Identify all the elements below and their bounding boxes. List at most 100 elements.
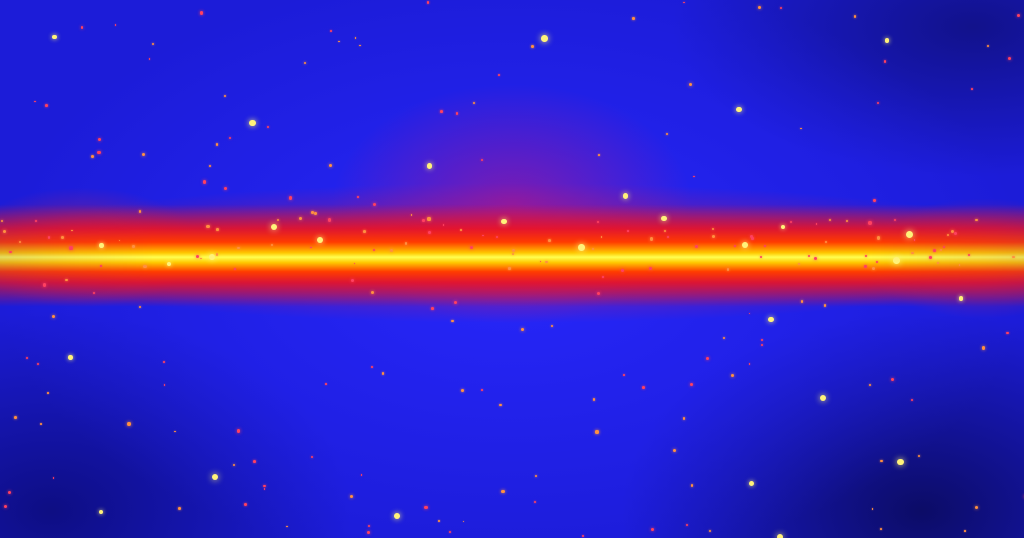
point-source: [460, 229, 463, 231]
point-source: [871, 508, 874, 510]
point-source: [199, 11, 204, 15]
point-source: [211, 473, 219, 481]
point-source: [298, 216, 302, 220]
point-source: [426, 163, 433, 169]
point-source: [730, 374, 734, 378]
point-source: [495, 235, 498, 238]
point-source: [845, 219, 848, 222]
point-source: [890, 377, 894, 381]
point-source: [910, 398, 913, 401]
point-source: [712, 234, 716, 238]
point-source: [829, 218, 832, 221]
point-source: [768, 316, 774, 323]
point-source: [338, 40, 340, 43]
point-source: [511, 252, 515, 256]
point-source: [686, 523, 689, 526]
point-source: [695, 244, 699, 248]
point-source: [876, 101, 880, 105]
point-source: [215, 253, 219, 256]
point-source: [138, 305, 141, 309]
point-source: [42, 283, 46, 287]
point-source: [462, 520, 465, 523]
point-source: [501, 489, 505, 493]
point-source: [357, 196, 360, 199]
point-source: [723, 337, 726, 340]
point-source: [602, 276, 605, 278]
point-source: [531, 45, 534, 48]
point-source: [9, 250, 12, 254]
point-source: [933, 249, 936, 252]
point-source: [779, 6, 782, 9]
point-source: [330, 29, 332, 32]
point-source: [354, 37, 357, 40]
point-source: [971, 87, 974, 90]
point-source: [472, 101, 475, 104]
point-source: [622, 193, 629, 199]
point-source: [726, 268, 730, 272]
point-source: [138, 210, 142, 213]
point-source: [234, 267, 236, 270]
point-source: [534, 475, 537, 478]
point-source: [26, 357, 29, 360]
point-source: [52, 34, 57, 40]
point-source: [666, 132, 669, 135]
point-source: [641, 385, 645, 389]
point-source: [47, 236, 51, 239]
point-source: [748, 312, 751, 315]
point-source: [968, 253, 971, 256]
point-source: [373, 202, 377, 207]
point-source: [428, 230, 432, 234]
point-source: [500, 218, 507, 225]
point-source: [511, 249, 515, 253]
point-source: [508, 267, 511, 270]
point-source: [310, 246, 313, 249]
point-source: [328, 218, 332, 222]
point-source: [876, 261, 879, 264]
point-source: [325, 383, 327, 385]
point-source: [68, 355, 73, 360]
point-source: [353, 262, 356, 265]
point-source: [690, 484, 694, 487]
point-source: [370, 290, 374, 294]
point-source: [328, 163, 333, 168]
point-source: [362, 229, 366, 233]
point-source: [592, 398, 596, 401]
point-source: [167, 262, 172, 267]
point-source: [422, 219, 425, 222]
point-source: [748, 363, 751, 365]
point-source: [894, 218, 897, 221]
point-source: [367, 524, 370, 528]
point-source: [595, 430, 599, 434]
point-source: [963, 530, 966, 532]
point-source: [749, 234, 753, 238]
point-source: [52, 477, 55, 480]
point-source: [208, 254, 215, 260]
point-source: [266, 126, 269, 129]
point-source: [693, 175, 695, 178]
point-source: [132, 245, 135, 248]
point-source: [61, 236, 65, 239]
point-source: [1006, 331, 1009, 335]
point-source: [868, 221, 872, 225]
point-source: [544, 260, 548, 264]
point-source: [623, 374, 625, 377]
point-source: [127, 422, 131, 426]
point-source: [424, 506, 428, 510]
point-source: [97, 150, 101, 154]
point-source: [359, 44, 362, 47]
point-source: [650, 527, 654, 531]
point-source: [263, 488, 266, 490]
point-source: [47, 392, 49, 394]
point-source: [597, 154, 600, 157]
point-source: [143, 265, 147, 269]
point-source: [953, 231, 957, 235]
point-source: [911, 251, 914, 255]
point-source: [582, 534, 585, 537]
point-source: [986, 44, 989, 47]
point-source: [98, 509, 103, 514]
point-source: [382, 372, 385, 375]
point-source: [2, 229, 6, 233]
point-source: [97, 137, 102, 142]
point-source: [316, 237, 323, 243]
point-source: [865, 254, 868, 257]
